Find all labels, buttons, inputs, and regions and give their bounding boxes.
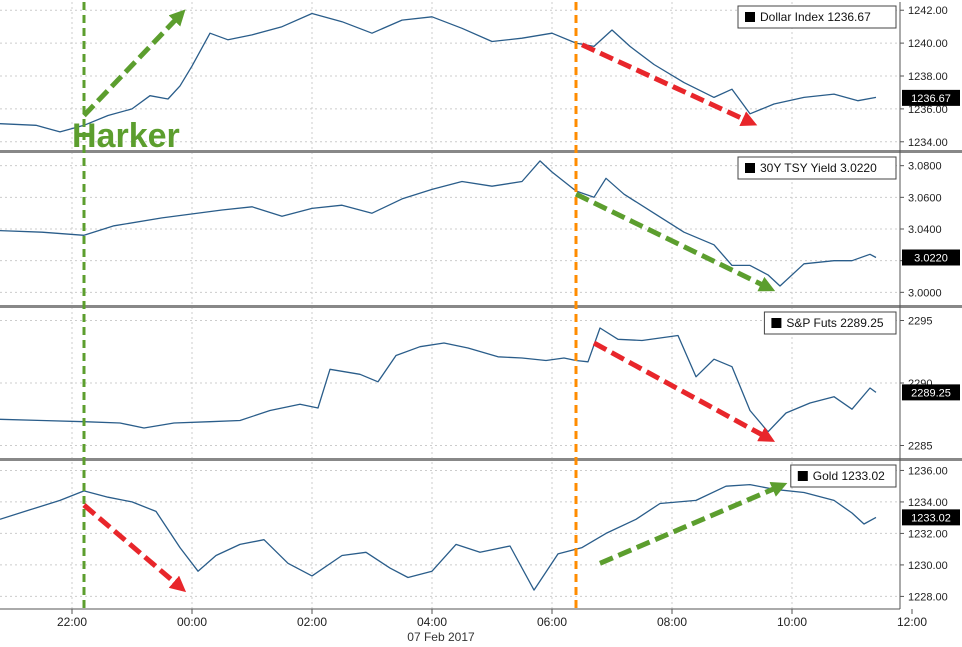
last-value-label-dollar: 1236.67: [911, 93, 951, 105]
last-value-tag-tsy: [902, 249, 960, 266]
legend-box-spx: [763, 311, 897, 335]
x-axis-date-label: 07 Feb 2017: [407, 630, 475, 644]
y-tick-label-gold: 1236.00: [908, 465, 948, 477]
marker-layer: [82, 2, 578, 609]
legend-label-gold: Gold 1233.02: [813, 469, 885, 483]
legend-swatch-gold: [797, 471, 808, 481]
y-tick-label-gold: 1234.00: [908, 497, 948, 509]
legend-box-tsy: [737, 156, 897, 180]
x-tick-label: 00:00: [177, 615, 207, 629]
series-line-gold: [0, 483, 877, 591]
y-tick-label-tsy: 3.0800: [908, 161, 942, 173]
trend-arrow-red: [580, 42, 758, 126]
legend-swatch-tsy: [745, 163, 755, 173]
series-line-spx: [0, 327, 877, 433]
y-tick-label-spx: 2295: [908, 316, 932, 328]
legend-box-dollar: [737, 5, 897, 29]
legend-label-spx: S&P Futs 2289.25: [786, 316, 884, 330]
legend-box-gold: [790, 464, 897, 488]
y-tick-label-gold: 1230.00: [908, 560, 948, 572]
last-value-label-gold: 1233.02: [911, 512, 951, 524]
x-tick-label: 08:00: [657, 615, 687, 629]
y-tick-label-tsy: 3.0400: [908, 224, 942, 236]
trend-arrow-green: [599, 481, 788, 566]
y-tick-label-dollar: 1242.00: [908, 5, 948, 17]
x-tick-label: 22:00: [57, 615, 87, 629]
last-value-tag-spx: [902, 384, 960, 401]
panel-separator: [0, 150, 962, 153]
series-line-dollar: [0, 12, 877, 133]
x-tick-label: 12:00: [897, 615, 927, 629]
x-tick-label: 06:00: [537, 615, 567, 629]
legend-layer: Dollar Index 1236.67 30Y TSY Yield 3.0220…: [737, 5, 897, 488]
last-value-tag-gold: [902, 509, 960, 526]
y-tick-label-dollar: 1236.00: [908, 104, 948, 116]
y-tick-label-spx: 2285: [908, 441, 932, 453]
trend-arrow-red: [82, 503, 187, 593]
trend-arrow-green: [82, 9, 186, 118]
x-tick-label: 04:00: [417, 615, 447, 629]
axis-layer: 1242.00 1240.00 1238.00 1236.00 1234.00 1236.…: [0, 2, 960, 629]
last-value-label-spx: 2289.25: [911, 387, 951, 399]
legend-swatch-spx: [771, 318, 782, 328]
y-tick-label-dollar: 1238.00: [908, 71, 948, 83]
last-value-tag-dollar: [902, 89, 960, 106]
y-tick-label-dollar: 1234.00: [908, 137, 948, 149]
panel-separator: [0, 458, 962, 461]
panel-separator: [0, 305, 962, 308]
arrow-layer: [82, 9, 788, 593]
y-tick-label-dollar: 1240.00: [908, 38, 948, 50]
harker-annotation: Harker: [72, 117, 180, 155]
y-tick-label-gold: 1228.00: [908, 591, 948, 603]
x-tick-label: 10:00: [777, 615, 807, 629]
y-tick-label-tsy: 3.0600: [908, 192, 942, 204]
legend-label-dollar: Dollar Index 1236.67: [760, 10, 871, 24]
legend-label-tsy: 30Y TSY Yield 3.0220: [760, 161, 877, 175]
trend-arrow-red: [592, 340, 776, 442]
x-tick-label: 02:00: [297, 615, 327, 629]
y-tick-label-tsy: 3.0000: [908, 287, 942, 299]
y-tick-label-gold: 1232.00: [908, 528, 948, 540]
trend-arrow-green: [574, 191, 776, 292]
last-value-label-tsy: 3.0220: [914, 253, 948, 265]
legend-swatch-dollar: [745, 12, 755, 22]
